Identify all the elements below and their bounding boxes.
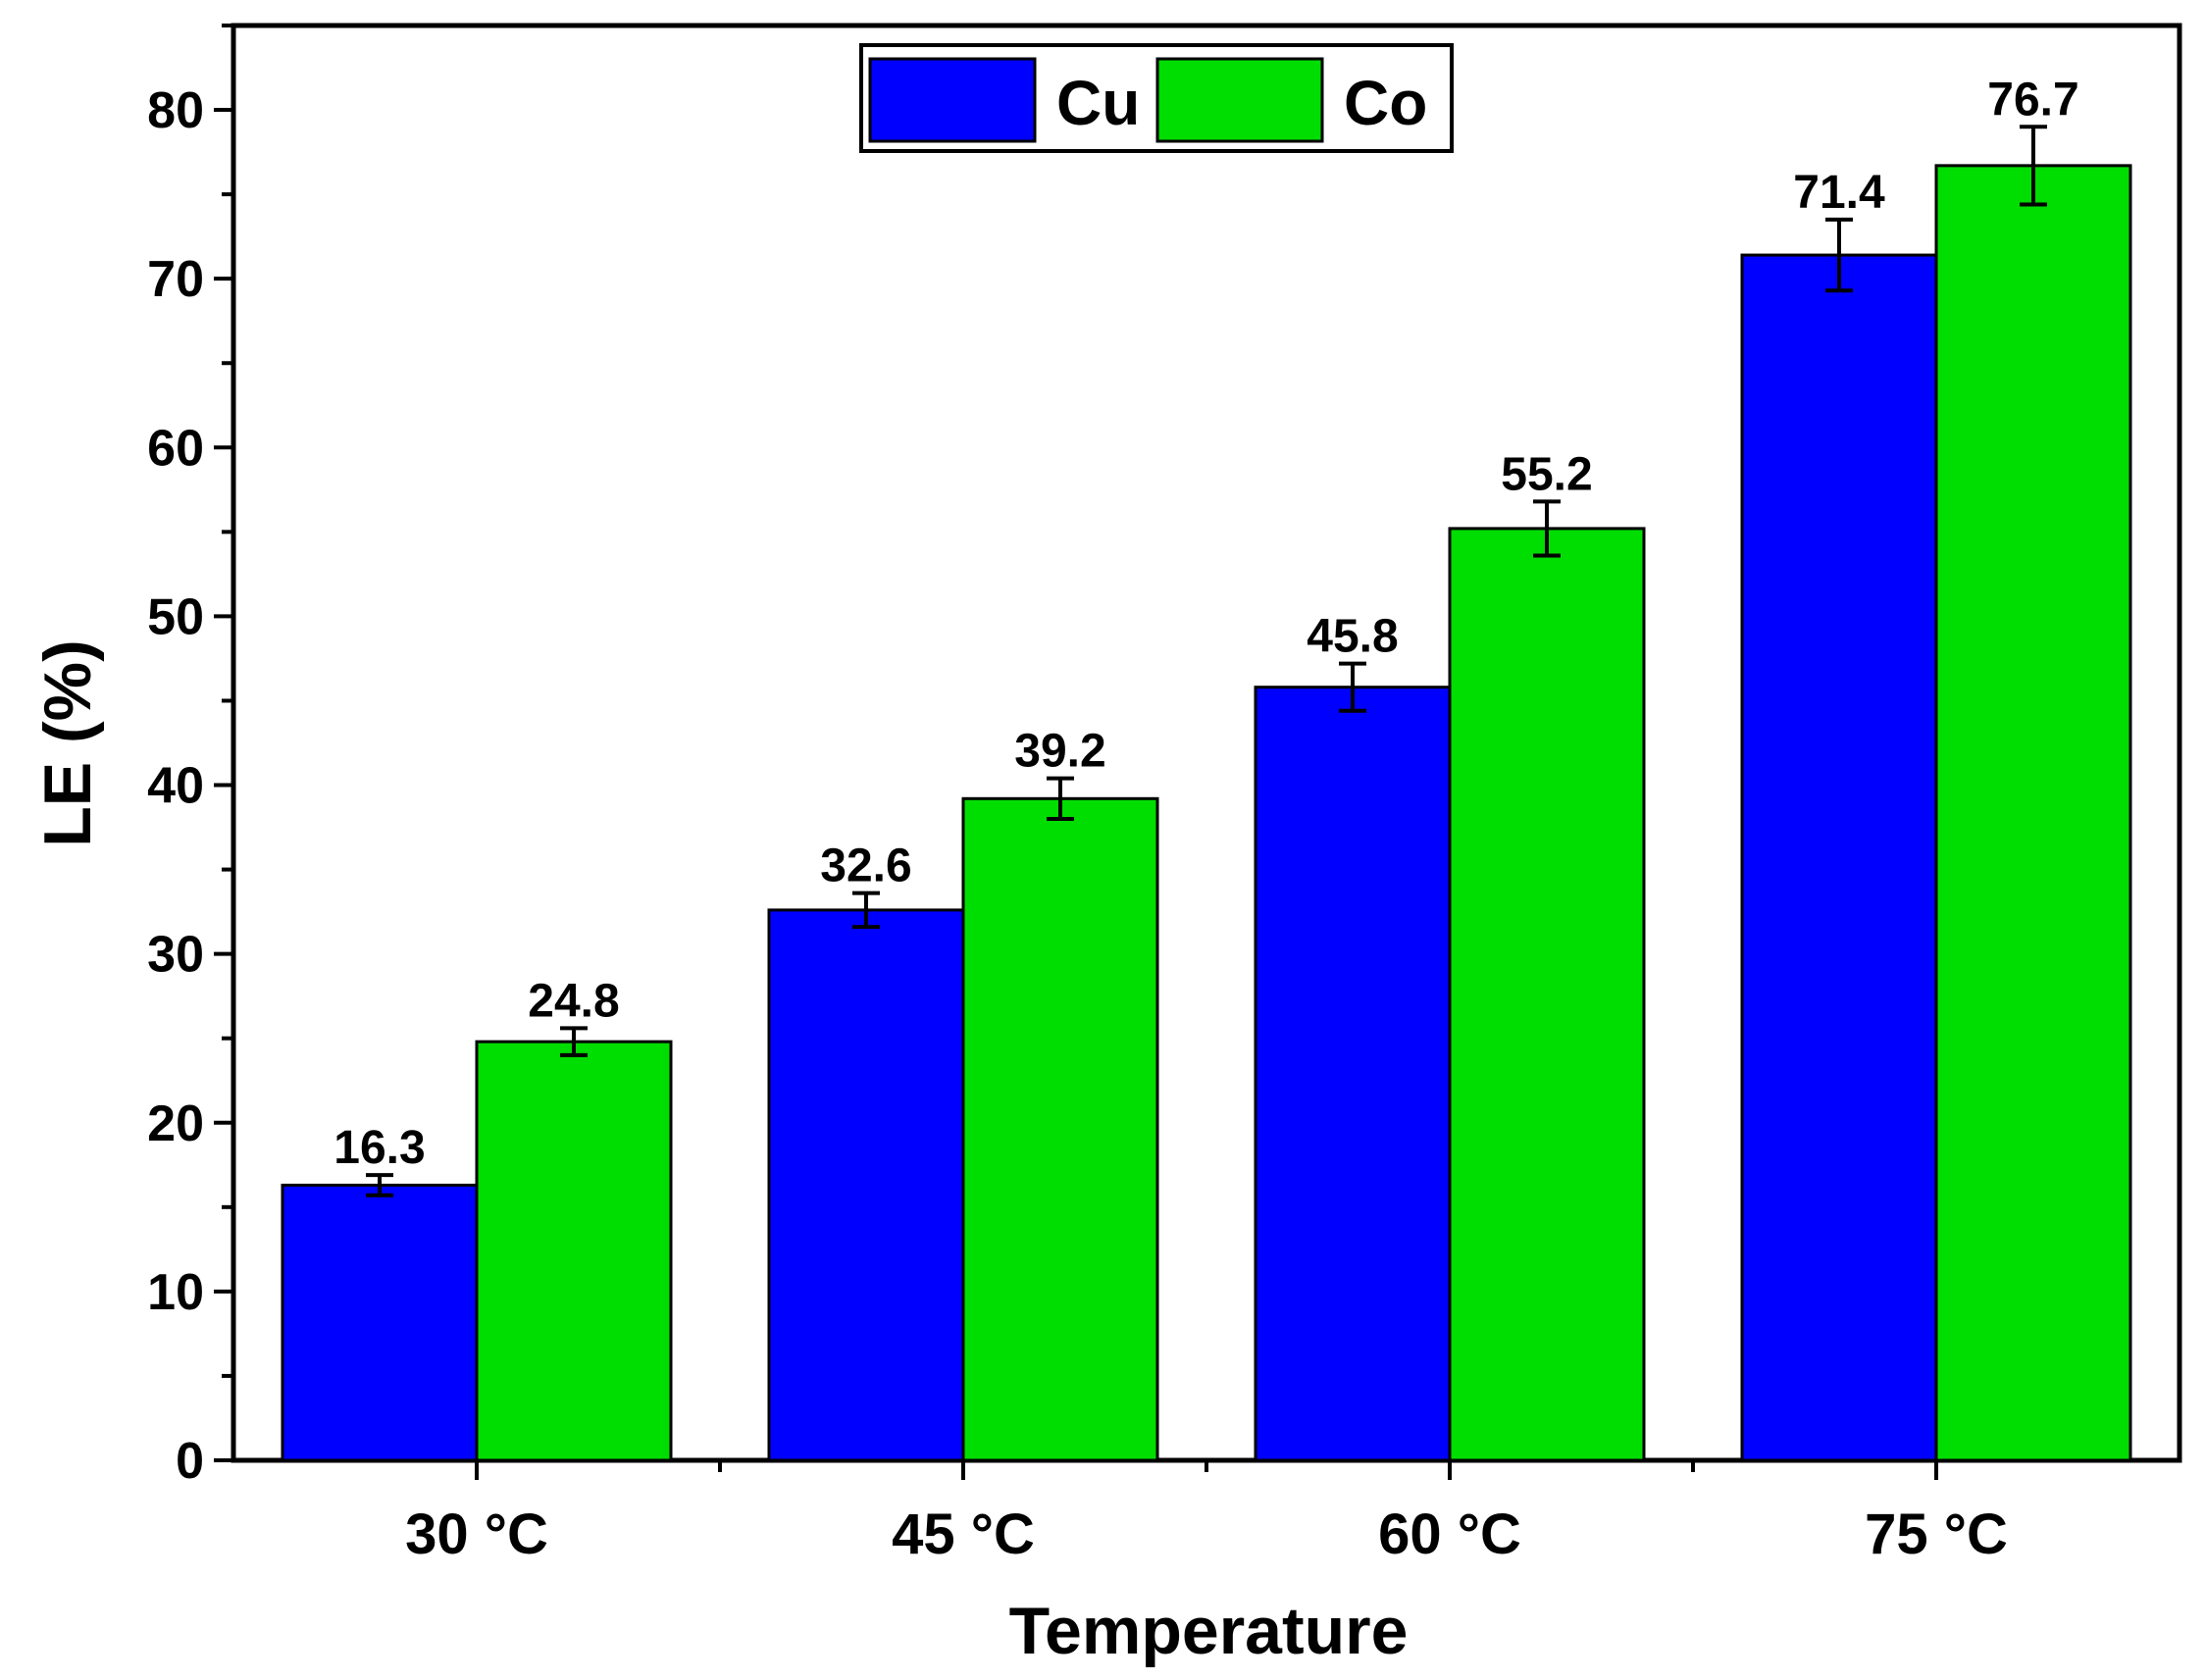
data-label: 16.3 [333, 1122, 425, 1174]
legend: Cu Co [859, 43, 1454, 153]
data-label: 24.8 [528, 975, 619, 1027]
data-label: 45.8 [1307, 611, 1398, 663]
y-tick-label: 50 [147, 588, 204, 645]
legend-label-cu: Cu [1056, 68, 1140, 138]
y-tick-label: 70 [147, 251, 204, 308]
y-axis-title: LE (%) [30, 639, 105, 847]
bar-cu [767, 908, 965, 1462]
bar-cu [1254, 686, 1452, 1462]
y-tick-label: 20 [147, 1095, 204, 1152]
x-tick-label: 75 °C [1865, 1502, 2008, 1566]
data-labels: 16.3 32.6 45.8 71.4 24.8 39.2 55.2 76.7 [333, 74, 2078, 1174]
y-tick-label: 0 [176, 1433, 204, 1490]
bar-cu [281, 1183, 479, 1462]
x-tick-label: 30 °C [405, 1502, 548, 1566]
y-tick-label: 80 [147, 82, 204, 139]
legend-swatch-co [1155, 57, 1324, 143]
legend-swatch-cu [868, 57, 1037, 143]
y-tick-label: 60 [147, 420, 204, 477]
data-label: 55.2 [1501, 448, 1592, 500]
x-tick-label: 60 °C [1378, 1502, 1521, 1566]
legend-label-co: Co [1344, 68, 1427, 138]
bar-co [1934, 164, 2132, 1462]
x-axis-title: Temperature [1009, 1594, 1409, 1668]
bar-cu [1740, 253, 1938, 1462]
bar-co [1448, 527, 1646, 1462]
bar-co [475, 1040, 673, 1462]
y-tick-label: 10 [147, 1264, 204, 1321]
data-label: 32.6 [820, 840, 911, 892]
data-label: 71.4 [1793, 167, 1885, 219]
x-tick-label: 45 °C [892, 1502, 1035, 1566]
error-bars [366, 125, 2047, 1197]
y-tick-label: 40 [147, 758, 204, 815]
axes: 0 10 20 30 40 50 60 70 80 30 °C 45 °C 60 °C 75 °C [147, 23, 2182, 1566]
bar-co [961, 796, 1159, 1462]
bars [281, 164, 2132, 1462]
data-label: 39.2 [1014, 726, 1105, 778]
data-label: 76.7 [1987, 74, 2078, 126]
y-tick-label: 30 [147, 927, 204, 984]
